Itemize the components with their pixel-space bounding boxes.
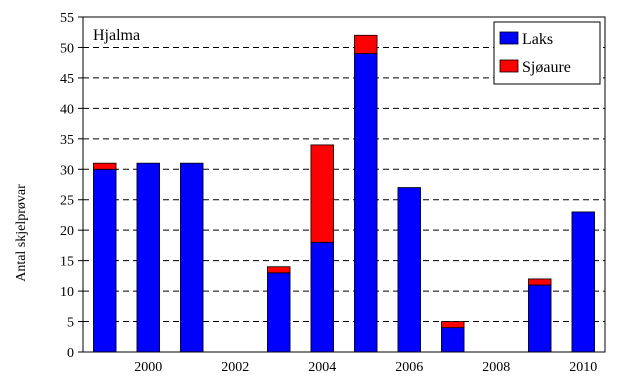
bar-laks-2010 [571, 211, 595, 353]
y-tick-label-10: 10 [60, 285, 74, 300]
y-tick-label-0: 0 [67, 346, 74, 361]
y-axis-label: Antal skjelprøvar [14, 184, 29, 282]
bar-sjaure-2004 [310, 144, 334, 243]
x-tick-label-2010: 2010 [569, 360, 597, 375]
legend-label-laks: Laks [522, 31, 553, 48]
bar-sjaure-2009 [528, 278, 552, 286]
x-tick-labels: 2000 2002 2004 2006 2008 2010 [134, 360, 597, 375]
bar-laks-2007 [441, 327, 465, 353]
bar-sjaure-2007 [441, 321, 465, 329]
y-tick-label-30: 30 [60, 163, 74, 178]
bar-laks-2004 [310, 241, 334, 353]
x-tick-label-2002: 2002 [221, 360, 249, 375]
y-tick-label-5: 5 [67, 316, 74, 331]
y-tick-label-50: 50 [60, 41, 74, 56]
bar-sjaure-2003 [267, 266, 291, 274]
plot-frame [82, 16, 606, 353]
grid-lines [83, 46, 605, 323]
y-tick-label-15: 15 [60, 255, 74, 270]
chart-title: Hjalma [93, 27, 140, 44]
y-tick-labels: 0 5 10 15 20 25 30 35 40 45 50 55 [60, 11, 74, 361]
x-tick-label-2006: 2006 [395, 360, 423, 375]
bar-laks-2000 [136, 162, 160, 353]
x-tick-label-2000: 2000 [134, 360, 162, 375]
legend-swatch-sjaure [499, 59, 519, 73]
bar-laks-2006 [397, 187, 421, 353]
legend: Laks Sjøaure [493, 21, 601, 85]
y-tick-label-45: 45 [60, 72, 74, 87]
x-tick-label-2004: 2004 [308, 360, 336, 375]
axes [78, 16, 606, 353]
y-tick-label-40: 40 [60, 102, 74, 117]
bar-laks-2003 [267, 272, 291, 353]
bar-laks-2001 [180, 162, 204, 353]
bar-laks-2009 [528, 284, 552, 353]
y-tick-label-55: 55 [60, 11, 74, 26]
y-tick-label-20: 20 [60, 224, 74, 239]
bar-sjaure-1999 [93, 162, 117, 170]
bar-laks-1999 [93, 168, 117, 353]
y-tick-label-25: 25 [60, 194, 74, 209]
legend-label-sjaure: Sjøaure [522, 59, 571, 76]
bar-laks-2005 [354, 53, 378, 353]
bars [93, 34, 595, 353]
y-tick-label-35: 35 [60, 133, 74, 148]
bar-sjaure-2005 [354, 34, 378, 54]
x-tick-label-2008: 2008 [482, 360, 510, 375]
legend-swatch-laks [499, 31, 519, 45]
